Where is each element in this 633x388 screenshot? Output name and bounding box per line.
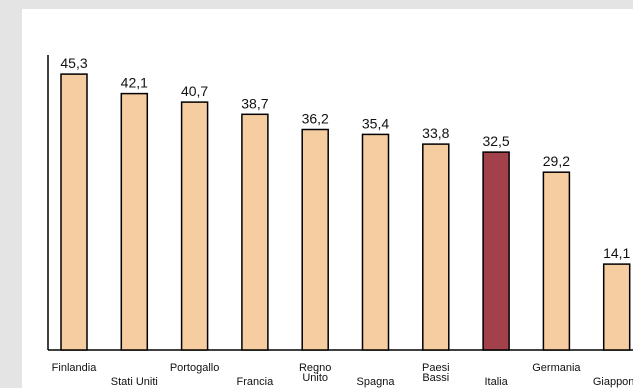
bar-germania: [542, 171, 571, 351]
bar-stati-uniti: [120, 92, 149, 351]
bar-paesi-bassi: [422, 143, 450, 351]
x-tick-label: Regno Unito: [299, 362, 331, 384]
data-label: 29,2: [543, 153, 570, 169]
x-tick-label: Germania: [532, 362, 581, 374]
data-label: 38,7: [241, 95, 268, 111]
left-background-strip: [0, 0, 22, 388]
data-label: 45,3: [60, 55, 87, 71]
data-label: 32,5: [482, 133, 509, 149]
x-tick-label: Francia: [237, 376, 275, 388]
x-tick-label: Spagna: [357, 376, 396, 388]
bar-regno-unito: [301, 128, 329, 351]
data-label: 40,7: [181, 83, 208, 99]
bar-francia: [241, 113, 269, 351]
top-background-strip: [0, 0, 633, 9]
x-tick-label: Giappone: [593, 376, 633, 388]
data-label: 36,2: [302, 111, 329, 127]
data-label: 35,4: [362, 115, 389, 131]
x-tick-label: Italia: [484, 376, 508, 388]
x-tick-label: Stati Uniti: [111, 376, 158, 388]
bar-portogallo: [180, 101, 209, 351]
data-label: 14,1: [603, 245, 630, 261]
bar-giappone: [602, 263, 631, 351]
bar-italia: [482, 151, 510, 351]
x-tick-label: Finlandia: [52, 362, 98, 374]
x-tick-label: Portogallo: [170, 362, 220, 374]
bar-spagna: [361, 133, 390, 351]
data-label: 42,1: [121, 75, 148, 91]
data-label: 33,8: [422, 125, 449, 141]
bar-finlandia: [60, 73, 88, 351]
x-tick-label: Paesi Bassi: [422, 362, 450, 384]
